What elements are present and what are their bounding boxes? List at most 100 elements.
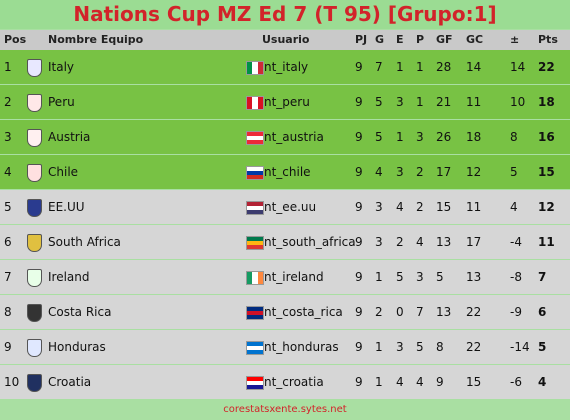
- cell: nt_chile: [264, 165, 311, 179]
- cell: 9: [355, 270, 363, 284]
- cell: 3: [396, 95, 404, 109]
- cell: 13: [466, 270, 482, 284]
- cell: 1: [416, 95, 424, 109]
- cell: 11: [538, 235, 555, 249]
- column-header: P: [416, 33, 425, 46]
- column-header: Pts: [538, 33, 558, 46]
- team-badge: [27, 374, 42, 392]
- cell: 1: [375, 375, 383, 389]
- table-row: 6 South Africa nt_south_africa 9 3 2 4 13 17 -4 11: [0, 225, 570, 259]
- cell: 9: [355, 130, 363, 144]
- team-badge: [27, 269, 42, 287]
- team-badge: [27, 129, 42, 147]
- cell: 1: [416, 60, 424, 74]
- cell: 6: [538, 305, 547, 319]
- cell: 9: [355, 375, 363, 389]
- cell: nt_italy: [264, 60, 309, 74]
- column-header: E: [396, 33, 404, 46]
- column-header: ±: [510, 33, 520, 46]
- cell: 22: [538, 60, 555, 74]
- cell: 15: [466, 375, 482, 389]
- cell: -9: [510, 305, 522, 319]
- table-row: 4 Chile nt_chile 9 4 3 2 17 12 5 15: [0, 155, 570, 189]
- table-row: 5 EE.UU nt_ee.uu 9 3 4 2 15 11 4 12: [0, 190, 570, 224]
- cell: -6: [510, 375, 522, 389]
- cell: 8: [510, 130, 518, 144]
- user-flag: [246, 236, 264, 250]
- column-header: Nombre Equipo: [48, 33, 144, 46]
- cell: 7: [375, 60, 383, 74]
- cell: 13: [436, 305, 452, 319]
- cell: South Africa: [48, 235, 121, 249]
- table-row: 3 Austria nt_austria 9 5 1 3 26 18 8 16: [0, 120, 570, 154]
- cell: 7: [4, 270, 12, 284]
- table-row: 9 Honduras nt_honduras 9 1 3 5 8 22 -14 5: [0, 330, 570, 364]
- cell: 4: [538, 375, 547, 389]
- cell: 9: [355, 340, 363, 354]
- cell: 22: [466, 305, 482, 319]
- cell: 5: [436, 270, 444, 284]
- cell: 0: [396, 305, 404, 319]
- cell: 5: [375, 95, 383, 109]
- cell: Italy: [48, 60, 75, 74]
- cell: 14: [466, 60, 482, 74]
- user-flag: [246, 201, 264, 215]
- cell: 4: [4, 165, 12, 179]
- cell: 9: [355, 95, 363, 109]
- cell: 9: [355, 200, 363, 214]
- cell: 4: [510, 200, 518, 214]
- team-badge: [27, 234, 42, 252]
- cell: 8: [4, 305, 12, 319]
- header-row: Pos Nombre Equipo Usuario PJ G E P GF GC ± Pts: [0, 30, 570, 50]
- cell: 2: [416, 200, 424, 214]
- cell: 9: [355, 235, 363, 249]
- column-header: G: [375, 33, 385, 46]
- cell: 3: [416, 270, 424, 284]
- cell: 1: [375, 270, 383, 284]
- cell: 4: [396, 200, 404, 214]
- cell: -4: [510, 235, 522, 249]
- cell: 3: [375, 200, 383, 214]
- cell: 22: [466, 340, 482, 354]
- cell: 5: [416, 340, 424, 354]
- cell: 5: [375, 130, 383, 144]
- cell: 1: [396, 130, 404, 144]
- cell: Peru: [48, 95, 75, 109]
- cell: 3: [396, 340, 404, 354]
- cell: 11: [466, 200, 482, 214]
- user-flag: [246, 271, 264, 285]
- cell: Austria: [48, 130, 91, 144]
- cell: 14: [510, 60, 526, 74]
- cell: 2: [4, 95, 12, 109]
- cell: 5: [4, 200, 12, 214]
- cell: 5: [538, 340, 547, 354]
- cell: -8: [510, 270, 522, 284]
- user-flag: [246, 166, 264, 180]
- cell: 10: [510, 95, 526, 109]
- cell: 9: [436, 375, 444, 389]
- cell: nt_south_africa: [264, 235, 356, 249]
- cell: 17: [466, 235, 482, 249]
- column-header: Pos: [4, 33, 27, 46]
- user-flag: [246, 341, 264, 355]
- cell: Honduras: [48, 340, 106, 354]
- team-badge: [27, 304, 42, 322]
- cell: 28: [436, 60, 452, 74]
- cell: 11: [466, 95, 482, 109]
- title: Nations Cup MZ Ed 7 (T 95) [Grupo:1]: [0, 0, 570, 29]
- cell: Chile: [48, 165, 79, 179]
- team-badge: [27, 339, 42, 357]
- cell: 21: [436, 95, 452, 109]
- cell: 1: [375, 340, 383, 354]
- cell: 15: [436, 200, 452, 214]
- cell: 26: [436, 130, 452, 144]
- cell: 9: [4, 340, 12, 354]
- cell: 16: [538, 130, 555, 144]
- cell: 2: [396, 235, 404, 249]
- cell: Croatia: [48, 375, 92, 389]
- column-header: PJ: [355, 33, 368, 46]
- team-badge: [27, 164, 42, 182]
- team-badge: [27, 59, 42, 77]
- cell: 5: [396, 270, 404, 284]
